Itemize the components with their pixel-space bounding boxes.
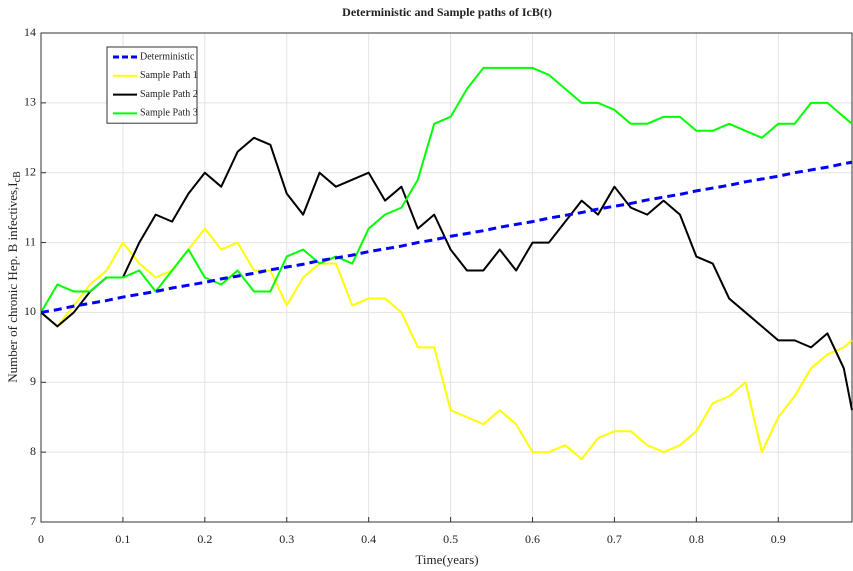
legend-box — [106, 46, 198, 124]
legend-label: Deterministic — [140, 51, 195, 62]
y-tick-label: 7 — [30, 514, 36, 528]
legend-label: Sample Path 3 — [140, 108, 198, 119]
legend: Deterministic Sample Path 1 Sample Path 2 S… — [106, 46, 198, 124]
chart-title: Deterministic and Sample paths of IcB(t) — [342, 5, 552, 19]
series-line — [40, 66, 853, 313]
y-axis-label-subscript: cB — [12, 171, 23, 182]
y-tick-label: 13 — [24, 95, 36, 109]
x-tick-label: 0.4 — [361, 532, 376, 546]
x-tick-label: 0.1 — [115, 532, 130, 546]
y-axis-label: Number of chronic Hep. B infectives,IcB — [5, 171, 23, 383]
y-tick-label: 14 — [24, 25, 36, 39]
x-tick-label: 0.5 — [443, 532, 458, 546]
x-tick-label: 0.3 — [279, 532, 294, 546]
x-tick-label: 0.8 — [689, 532, 704, 546]
x-tick-label: 0 — [38, 532, 44, 546]
series-line — [40, 160, 853, 314]
x-tick-label: 0.2 — [197, 532, 212, 546]
x-axis-label: Time(years) — [415, 552, 478, 567]
y-tick-label: 9 — [30, 374, 36, 388]
y-tick-label: 12 — [24, 164, 36, 178]
series-line — [40, 136, 853, 411]
y-tick-label: 8 — [30, 444, 36, 458]
y-tick-label: 11 — [24, 234, 36, 248]
legend-label: Sample Path 2 — [140, 89, 198, 100]
y-tick-label: 10 — [24, 304, 36, 318]
legend-label: Sample Path 1 — [140, 70, 198, 81]
plot-frame — [40, 32, 853, 523]
x-tick-label: 0.9 — [771, 532, 786, 546]
x-tick-label: 0.7 — [607, 532, 622, 546]
y-axis-label-main: Number of chronic Hep. B infectives,I — [5, 182, 20, 382]
x-tick-label: 0.6 — [525, 532, 540, 546]
